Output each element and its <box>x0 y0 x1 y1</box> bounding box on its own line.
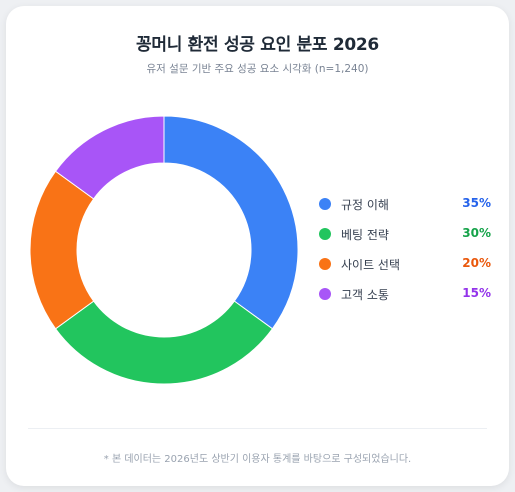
legend-label: 규정 이해 <box>341 198 389 212</box>
legend-dot <box>319 258 331 270</box>
legend-item: 사이트 선택 20% <box>319 254 491 284</box>
legend-label: 베팅 전략 <box>341 228 389 242</box>
legend-dot <box>319 288 331 300</box>
legend-value: 15% <box>462 286 491 300</box>
legend-item: 베팅 전략 30% <box>319 224 491 254</box>
chart-title: 꽁머니 환전 성공 요인 분포 2026 <box>136 35 379 55</box>
footnote: * 본 데이터는 2026년도 상반기 이용자 통계를 바탕으로 구성되었습니다… <box>103 454 412 465</box>
legend-dot <box>319 198 331 210</box>
chart-card: 꽁머니 환전 성공 요인 분포 2026 유저 설문 기반 주요 성공 요소 시… <box>6 6 509 486</box>
donut-slice-2 <box>54 300 274 385</box>
legend-label: 고객 소통 <box>341 288 389 302</box>
legend-label: 사이트 선택 <box>341 258 401 272</box>
legend-item: 고객 소통 15% <box>319 284 491 314</box>
donut-slice-3 <box>29 170 95 330</box>
donut-chart <box>29 115 299 385</box>
footer-divider <box>28 428 487 429</box>
legend-value: 35% <box>462 196 491 210</box>
legend-item: 규정 이해 35% <box>319 194 491 224</box>
legend-value: 30% <box>462 226 491 240</box>
chart-legend: 규정 이해 35% 베팅 전략 30% 사이트 선택 20% 고객 소통 15% <box>319 194 491 314</box>
chart-subtitle: 유저 설문 기반 주요 성공 요소 시각화 (n=1,240) <box>146 63 369 75</box>
legend-value: 20% <box>462 256 491 270</box>
donut-slice-4 <box>54 115 165 200</box>
donut-slice-1 <box>163 115 299 330</box>
legend-dot <box>319 228 331 240</box>
